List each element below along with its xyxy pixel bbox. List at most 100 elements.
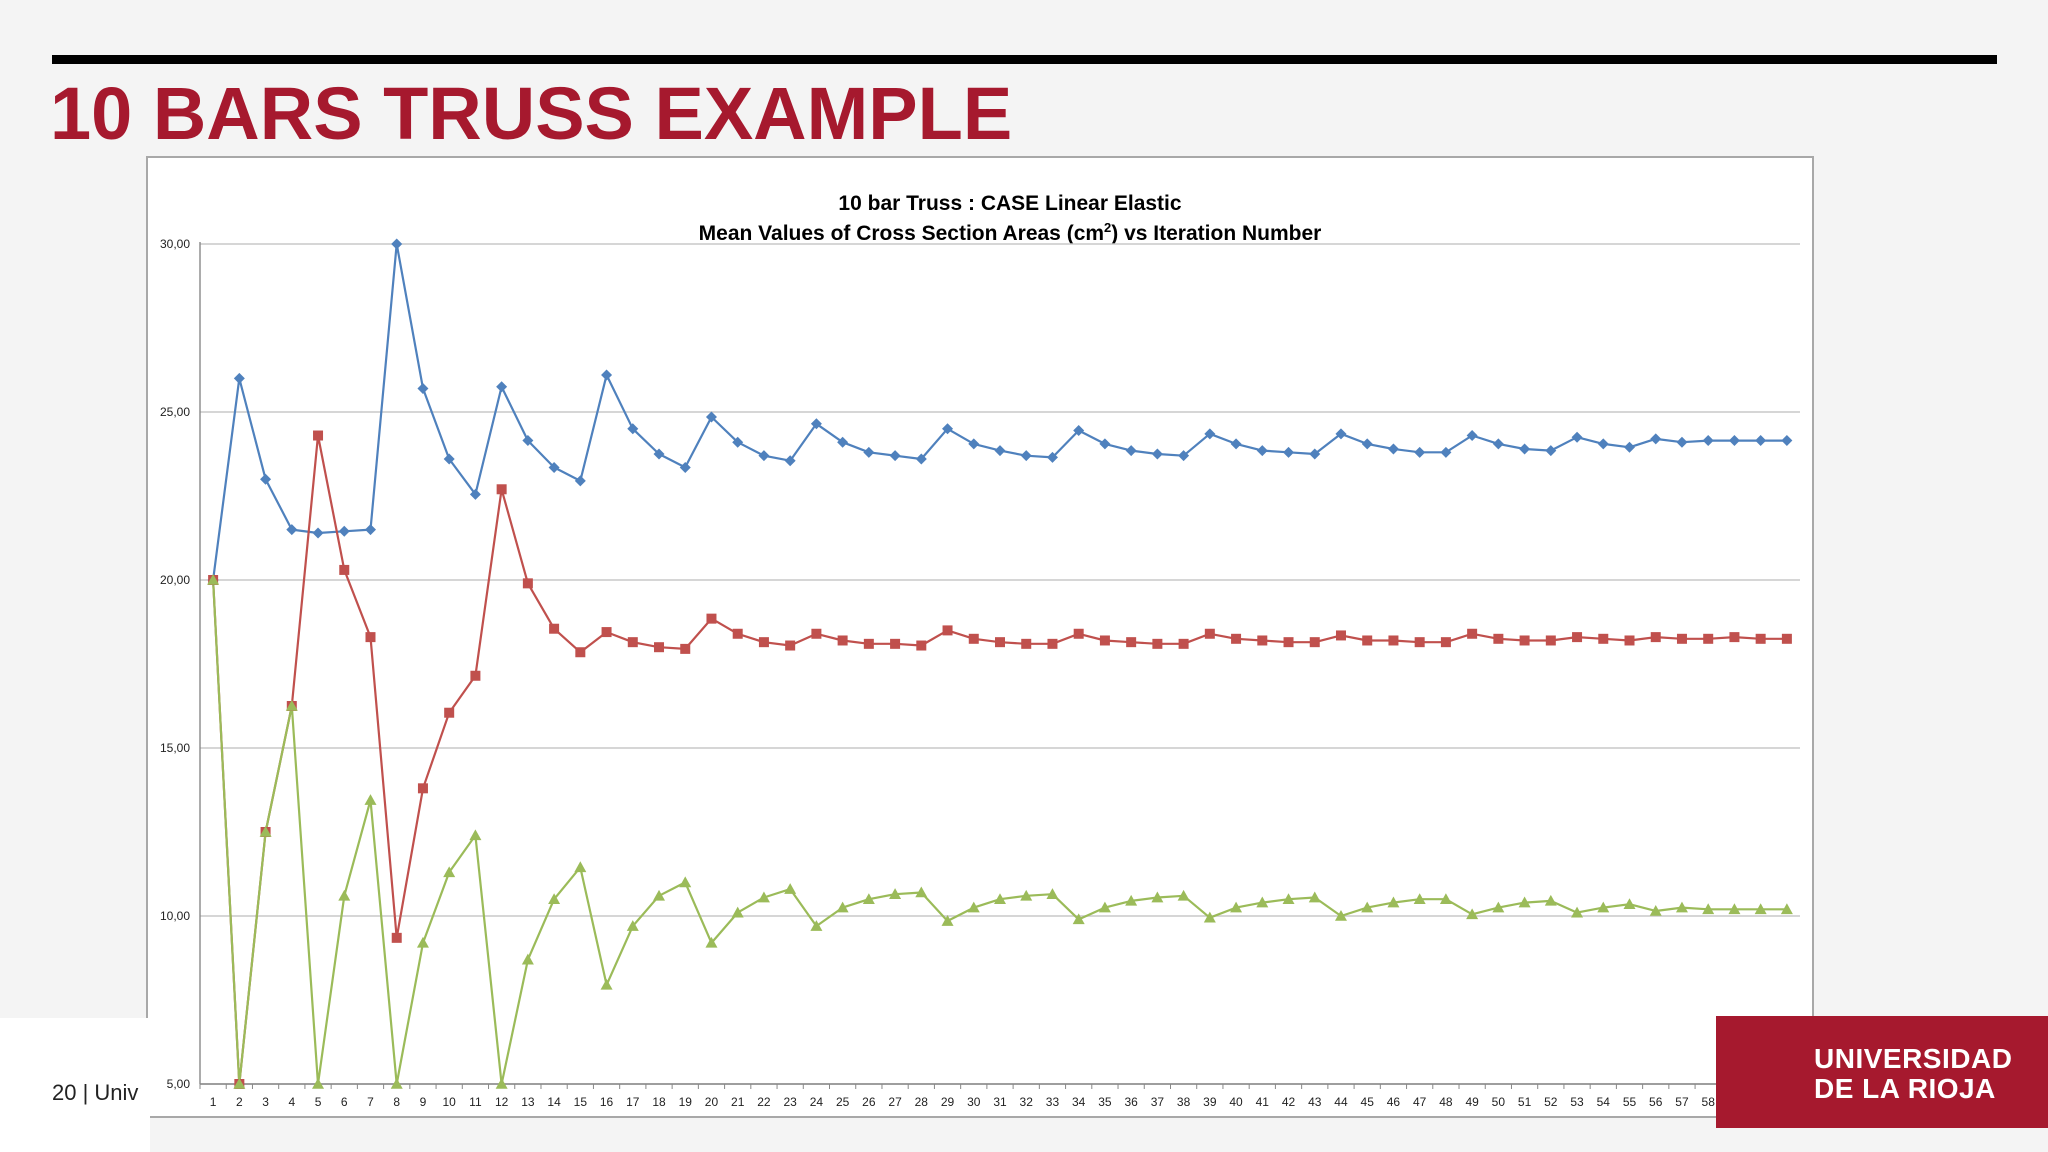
data-point-series-3 bbox=[495, 1078, 508, 1089]
data-point-series-3 bbox=[416, 936, 429, 948]
data-point-series-3 bbox=[312, 1078, 325, 1089]
data-point-series-3 bbox=[1518, 896, 1531, 908]
data-point-series-1 bbox=[286, 524, 298, 536]
data-point-series-1 bbox=[1702, 435, 1714, 447]
data-point-series-2 bbox=[1309, 637, 1320, 648]
data-point-series-2 bbox=[1781, 633, 1792, 644]
data-point-series-2 bbox=[1755, 633, 1766, 644]
data-point-series-1 bbox=[1046, 451, 1058, 463]
x-tick-label: 51 bbox=[1518, 1095, 1532, 1109]
data-point-series-1 bbox=[1283, 446, 1295, 458]
data-point-series-1 bbox=[1256, 445, 1268, 457]
data-point-series-1 bbox=[1414, 446, 1426, 458]
data-point-series-2 bbox=[654, 642, 665, 653]
chart-subtitle-post: ) vs Iteration Number bbox=[1111, 222, 1321, 245]
x-tick-label: 21 bbox=[731, 1095, 745, 1109]
data-point-series-2 bbox=[732, 628, 743, 639]
x-tick-label: 45 bbox=[1361, 1095, 1375, 1109]
data-point-series-3 bbox=[731, 906, 744, 918]
data-point-series-3 bbox=[1675, 901, 1688, 913]
data-point-series-1 bbox=[1728, 435, 1740, 447]
data-point-series-2 bbox=[1099, 635, 1110, 646]
data-point-series-2 bbox=[1414, 637, 1425, 648]
data-point-series-3 bbox=[259, 826, 272, 837]
x-tick-label: 18 bbox=[652, 1095, 666, 1109]
data-point-series-1 bbox=[233, 372, 245, 384]
x-tick-label: 23 bbox=[783, 1095, 797, 1109]
data-point-series-3 bbox=[810, 920, 823, 931]
footer-panel bbox=[0, 1018, 150, 1152]
data-point-series-2 bbox=[1598, 633, 1609, 644]
data-point-series-1 bbox=[889, 450, 901, 462]
data-point-series-3 bbox=[705, 936, 718, 948]
x-tick-label: 7 bbox=[367, 1095, 374, 1109]
data-point-series-2 bbox=[785, 640, 796, 651]
data-point-series-2 bbox=[522, 578, 533, 589]
x-tick-label: 24 bbox=[810, 1095, 824, 1109]
data-point-series-3 bbox=[1361, 901, 1374, 913]
data-point-series-1 bbox=[1178, 450, 1190, 462]
data-point-series-2 bbox=[995, 637, 1005, 648]
data-point-series-3 bbox=[1439, 893, 1452, 904]
x-tick-label: 10 bbox=[443, 1095, 457, 1109]
data-point-series-2 bbox=[1152, 638, 1163, 649]
data-point-series-3 bbox=[1230, 901, 1243, 913]
data-point-series-1 bbox=[1624, 441, 1636, 453]
data-point-series-3 bbox=[679, 876, 692, 888]
data-point-series-3 bbox=[1020, 889, 1033, 901]
data-point-series-1 bbox=[1755, 435, 1767, 447]
data-point-series-2 bbox=[1073, 628, 1084, 639]
data-point-series-3 bbox=[574, 861, 587, 873]
x-tick-label: 37 bbox=[1151, 1095, 1165, 1109]
x-tick-label: 17 bbox=[626, 1095, 640, 1109]
data-point-series-2 bbox=[1021, 638, 1032, 649]
x-tick-label: 41 bbox=[1256, 1095, 1270, 1109]
data-point-series-2 bbox=[1126, 637, 1137, 648]
data-point-series-1 bbox=[391, 238, 403, 250]
x-tick-label: 56 bbox=[1649, 1095, 1663, 1109]
data-point-series-1 bbox=[1230, 438, 1242, 450]
line-chart: 10 bar Truss : CASE Linear Elastic Mean … bbox=[160, 192, 1801, 1109]
x-tick-label: 52 bbox=[1544, 1095, 1558, 1109]
y-tick-label: 15,00 bbox=[160, 741, 190, 755]
x-tick-label: 31 bbox=[993, 1095, 1007, 1109]
data-point-series-2 bbox=[942, 625, 953, 636]
data-point-series-2 bbox=[417, 783, 428, 794]
data-point-series-3 bbox=[1256, 896, 1269, 908]
data-point-series-1 bbox=[1597, 438, 1609, 450]
x-tick-label: 14 bbox=[547, 1095, 561, 1109]
data-point-series-1 bbox=[601, 369, 613, 381]
data-point-series-2 bbox=[627, 637, 638, 648]
x-tick-label: 27 bbox=[888, 1095, 902, 1109]
data-point-series-3 bbox=[1334, 910, 1347, 921]
data-point-series-1 bbox=[364, 524, 376, 536]
x-tick-label: 42 bbox=[1282, 1095, 1296, 1109]
data-point-series-2 bbox=[1257, 635, 1268, 646]
data-point-series-2 bbox=[1467, 628, 1478, 639]
data-point-series-1 bbox=[496, 381, 508, 393]
data-point-series-2 bbox=[1204, 628, 1215, 639]
data-point-series-3 bbox=[653, 889, 666, 901]
data-point-series-1 bbox=[1650, 433, 1662, 445]
data-point-series-3 bbox=[521, 953, 534, 965]
data-point-series-3 bbox=[994, 893, 1006, 904]
data-point-series-3 bbox=[967, 901, 980, 913]
data-point-series-1 bbox=[627, 423, 639, 435]
x-tick-label: 25 bbox=[836, 1095, 850, 1109]
x-tick-label: 19 bbox=[679, 1095, 693, 1109]
data-point-series-1 bbox=[810, 418, 822, 430]
x-tick-label: 12 bbox=[495, 1095, 509, 1109]
data-point-series-2 bbox=[391, 932, 402, 943]
data-point-series-3 bbox=[1072, 913, 1085, 925]
series-line-2 bbox=[212, 434, 1787, 1086]
data-point-series-2 bbox=[1440, 637, 1451, 648]
x-tick-label: 48 bbox=[1439, 1095, 1453, 1109]
chart-title: 10 bar Truss : CASE Linear Elastic bbox=[838, 192, 1181, 215]
data-point-series-3 bbox=[1544, 894, 1557, 906]
x-tick-label: 44 bbox=[1334, 1095, 1348, 1109]
data-point-series-2 bbox=[444, 707, 455, 718]
data-point-series-1 bbox=[1335, 428, 1347, 440]
data-point-series-2 bbox=[313, 430, 324, 441]
data-point-series-3 bbox=[1649, 904, 1662, 916]
data-point-series-3 bbox=[1466, 908, 1479, 920]
